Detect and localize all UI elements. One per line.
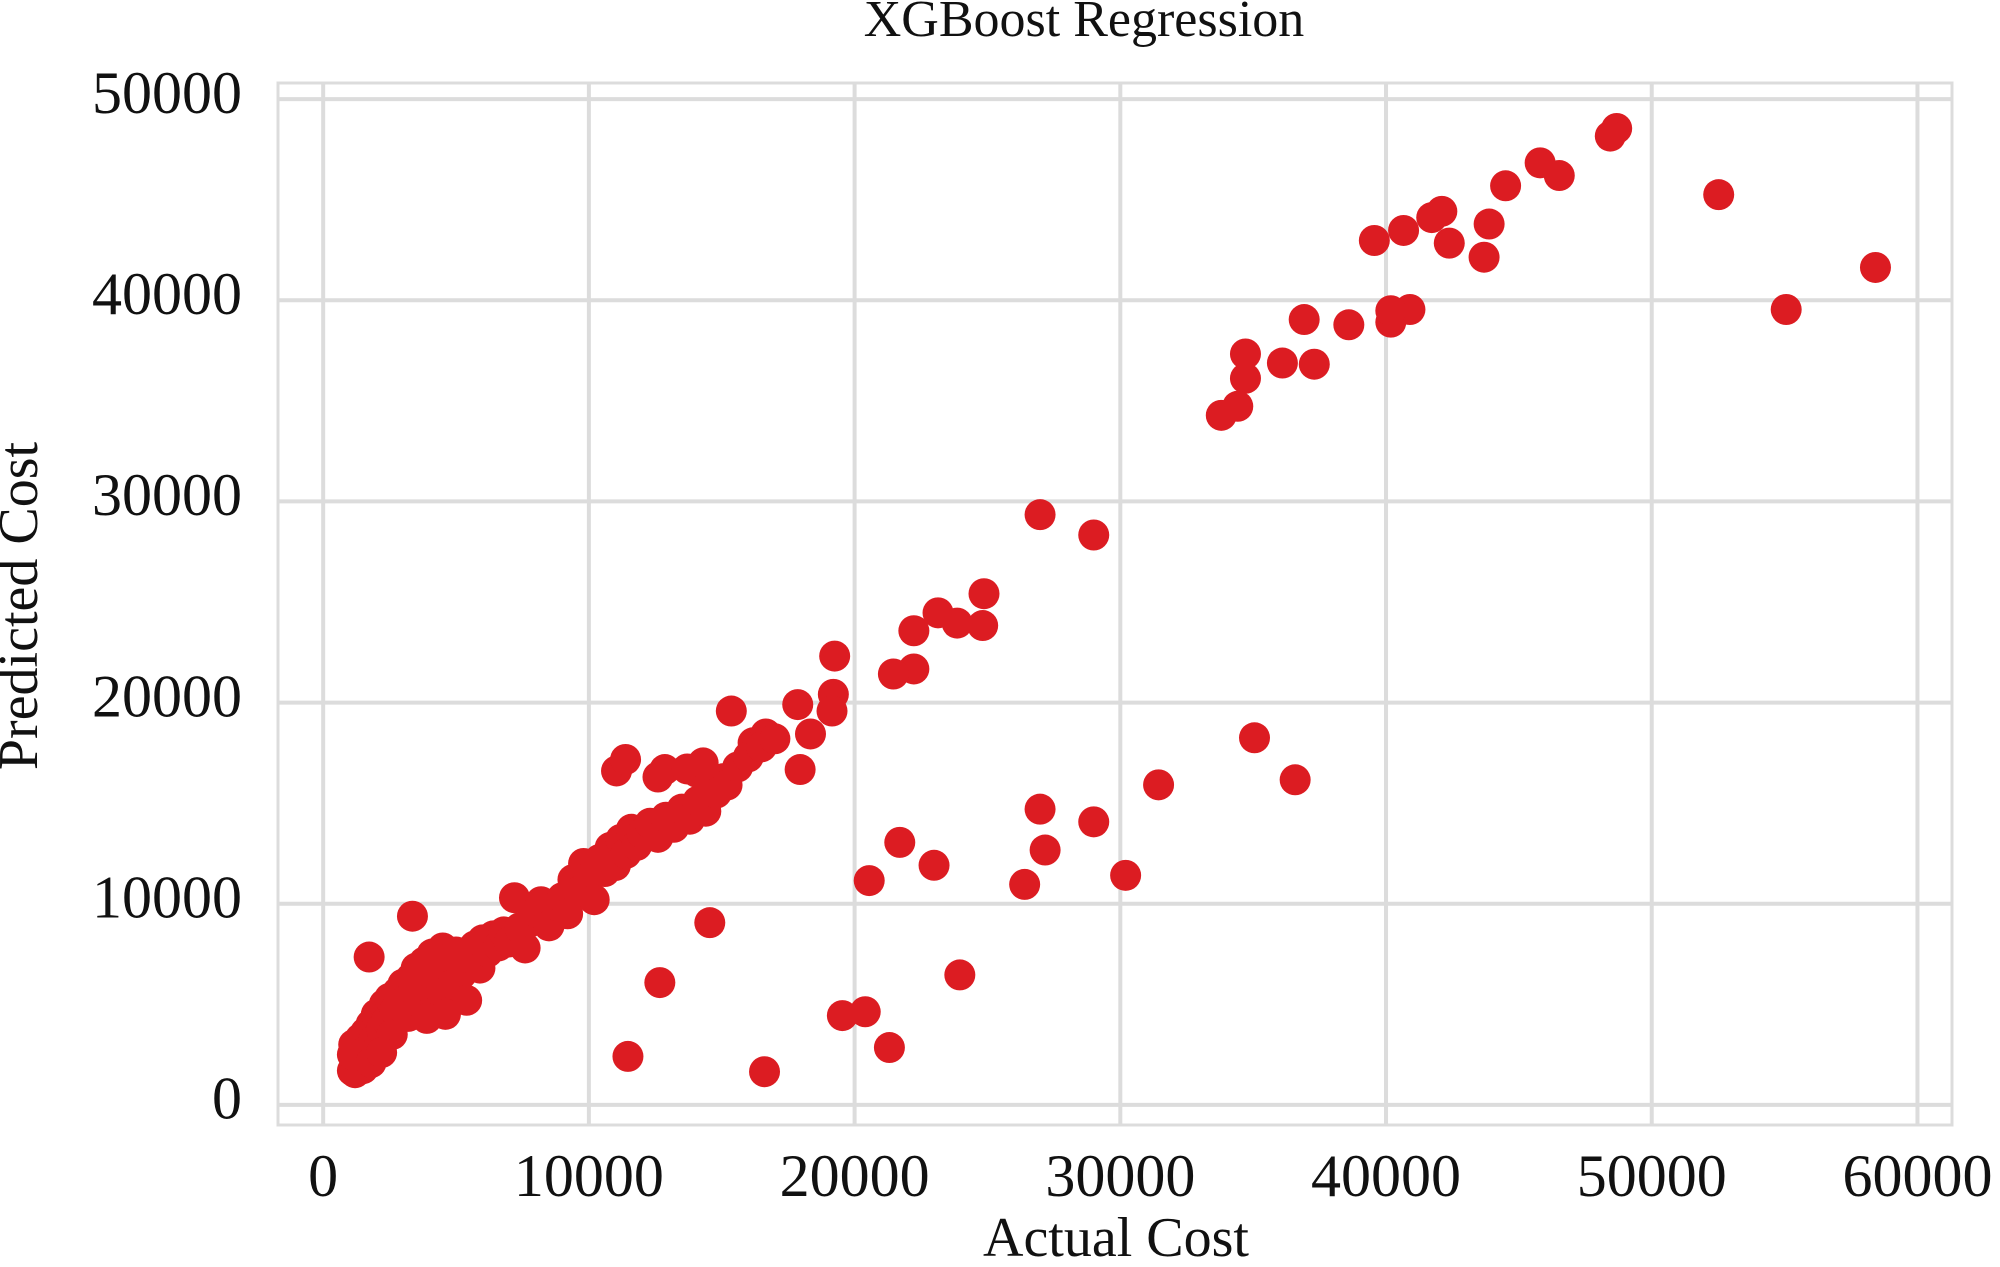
point bbox=[642, 761, 674, 793]
point bbox=[353, 941, 385, 973]
point bbox=[1703, 179, 1735, 211]
point bbox=[509, 932, 541, 964]
x-tick-label: 20000 bbox=[780, 1143, 930, 1209]
point bbox=[1468, 241, 1500, 273]
x-tick-label: 50000 bbox=[1577, 1143, 1727, 1209]
x-axis-label: Actual Cost bbox=[983, 1207, 1249, 1267]
x-tick-label: 60000 bbox=[1842, 1143, 1992, 1209]
point bbox=[1029, 834, 1061, 866]
point bbox=[612, 1040, 644, 1072]
point bbox=[1543, 160, 1575, 192]
point bbox=[968, 578, 1000, 610]
point bbox=[941, 607, 973, 639]
point bbox=[759, 723, 791, 755]
y-tick-label: 10000 bbox=[92, 864, 242, 930]
point bbox=[819, 640, 851, 672]
point bbox=[1473, 208, 1505, 240]
point bbox=[826, 1000, 858, 1032]
point bbox=[782, 689, 814, 721]
x-tick-label: 10000 bbox=[514, 1143, 664, 1209]
point bbox=[877, 658, 909, 690]
point bbox=[794, 718, 826, 750]
y-tick-label: 30000 bbox=[92, 462, 242, 528]
point bbox=[1239, 722, 1270, 754]
point bbox=[1288, 304, 1320, 336]
point bbox=[944, 959, 976, 991]
point bbox=[1009, 868, 1041, 900]
point bbox=[918, 849, 950, 881]
x-tick-label: 30000 bbox=[1045, 1143, 1195, 1209]
point bbox=[715, 695, 747, 727]
point bbox=[687, 747, 719, 779]
point bbox=[884, 826, 916, 858]
y-tick-label: 20000 bbox=[92, 663, 242, 729]
point bbox=[1770, 294, 1802, 326]
point bbox=[1416, 202, 1448, 234]
plot-frame bbox=[276, 81, 1954, 1127]
point bbox=[749, 1056, 781, 1088]
point bbox=[967, 610, 999, 642]
y-tick-label: 0 bbox=[212, 1066, 242, 1132]
y-tick-label: 50000 bbox=[92, 60, 242, 126]
point bbox=[644, 967, 676, 999]
point bbox=[1859, 251, 1891, 283]
point bbox=[1358, 225, 1390, 257]
x-tick-label: 40000 bbox=[1311, 1143, 1461, 1209]
point bbox=[1433, 227, 1465, 259]
point bbox=[1110, 859, 1142, 891]
point bbox=[578, 884, 610, 916]
point bbox=[1490, 170, 1522, 202]
point bbox=[396, 900, 428, 932]
point bbox=[1222, 390, 1254, 422]
point bbox=[1266, 347, 1298, 379]
point bbox=[1078, 519, 1110, 551]
point bbox=[429, 998, 461, 1030]
point bbox=[610, 743, 642, 775]
point bbox=[1229, 362, 1261, 394]
point bbox=[1024, 793, 1056, 825]
point bbox=[1024, 499, 1056, 531]
point bbox=[816, 695, 848, 727]
x-tick-label: 0 bbox=[308, 1143, 338, 1209]
point bbox=[1388, 214, 1420, 246]
point bbox=[898, 615, 930, 647]
point bbox=[366, 1037, 398, 1069]
point bbox=[849, 996, 881, 1028]
point bbox=[1375, 295, 1407, 327]
point bbox=[1298, 348, 1330, 380]
point bbox=[1333, 309, 1365, 341]
point bbox=[1594, 120, 1626, 152]
point bbox=[1078, 806, 1110, 838]
point bbox=[694, 907, 726, 939]
chart-title: XGBoost Regression bbox=[864, 0, 1305, 48]
y-axis-label: Predicted Cost bbox=[0, 441, 50, 770]
point bbox=[1229, 338, 1261, 370]
point bbox=[1143, 769, 1175, 801]
y-tick-label: 40000 bbox=[92, 261, 242, 327]
point bbox=[1279, 764, 1311, 796]
point bbox=[784, 754, 816, 786]
point bbox=[873, 1032, 905, 1064]
point bbox=[853, 865, 885, 897]
